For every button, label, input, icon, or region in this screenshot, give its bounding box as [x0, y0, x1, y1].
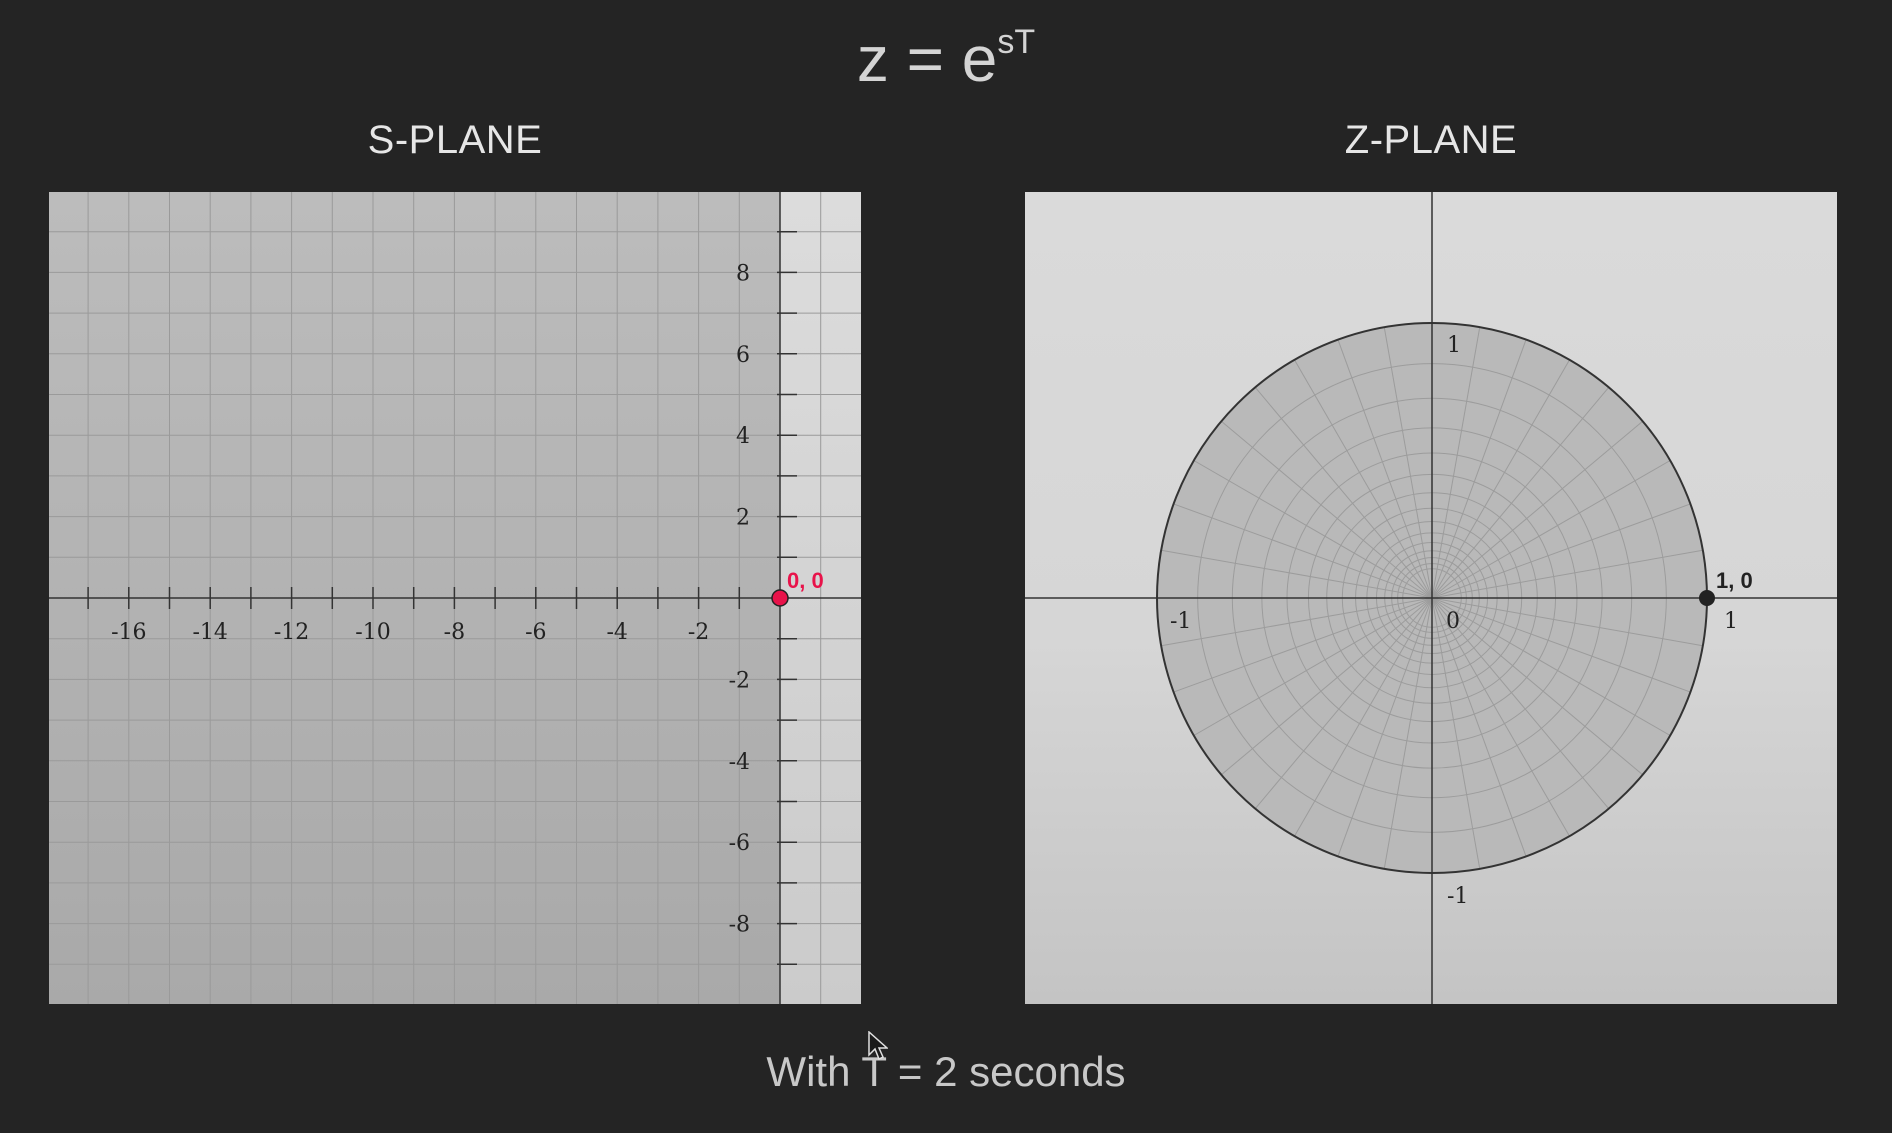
z-radial-line: [1431, 597, 1570, 837]
s-plane-title: S-PLANE: [367, 118, 543, 162]
z-radial-line: [1173, 597, 1433, 693]
s-plane-pole-marker[interactable]: [771, 589, 789, 607]
s-x-tick-label: -6: [525, 620, 546, 645]
z-radial-line: [1431, 420, 1643, 599]
formula-title: z = esT: [0, 22, 1892, 96]
z-radial-line: [1431, 339, 1527, 599]
z-plane-pole-marker[interactable]: [1699, 590, 1715, 606]
z-radial-line: [1254, 387, 1433, 599]
s-x-tick-labels: -16 -14 -12 -10 -8 -6 -4 -2: [111, 620, 709, 645]
s-y-tick-label: -8: [729, 913, 750, 938]
z-radial-line: [1431, 597, 1691, 693]
z-radial-line: [1254, 597, 1433, 809]
s-x-tick-label: -2: [688, 620, 709, 645]
z-radial-line: [1431, 597, 1610, 809]
z-radial-line: [1337, 339, 1433, 599]
z-radial-line: [1431, 359, 1570, 599]
formula-exponent: sT: [997, 22, 1036, 61]
z-label-bottom: -1: [1447, 884, 1468, 909]
z-radial-line: [1431, 460, 1671, 599]
s-x-tick-label: -8: [444, 620, 465, 645]
z-label-left: -1: [1170, 609, 1191, 634]
z-point-label: 1, 0: [1716, 568, 1753, 593]
z-label-top: 1: [1447, 333, 1461, 358]
z-radial-line: [1161, 549, 1433, 599]
s-y-tick-label: 2: [736, 506, 750, 531]
z-radial-line: [1431, 503, 1691, 599]
z-radial-line: [1294, 597, 1433, 837]
z-radial-line: [1431, 597, 1643, 776]
z-label-right: 1: [1724, 609, 1738, 634]
s-x-tick-label: -4: [606, 620, 627, 645]
z-radial-line: [1193, 597, 1433, 736]
z-radial-line: [1431, 597, 1481, 869]
s-y-tick-label: -4: [729, 750, 750, 775]
s-x-tick-label: -14: [192, 620, 227, 645]
s-y-tick-label: -6: [729, 831, 750, 856]
s-x-tick-label: -10: [355, 620, 390, 645]
z-plane-title: Z-PLANE: [1344, 118, 1518, 162]
s-axis-ticks: [87, 230, 797, 966]
s-x-tick-label: -12: [274, 620, 309, 645]
z-radial-line: [1431, 597, 1671, 736]
z-radial-line: [1431, 597, 1703, 647]
z-plane-canvas[interactable]: 1 -1 -1 1 0 1, 0: [1025, 192, 1837, 1004]
s-plane[interactable]: -16 -14 -12 -10 -8 -6 -4 -2 8 6 4 2 -2 -4 -6 -8 0, 0: [49, 192, 861, 1004]
z-label-origin: 0: [1446, 609, 1460, 634]
z-radial-line: [1383, 597, 1433, 869]
z-radial-line: [1383, 327, 1433, 599]
s-y-tick-label: 4: [736, 424, 750, 449]
z-radial-line: [1337, 597, 1433, 857]
s-y-tick-label: -2: [729, 668, 750, 693]
z-radial-line: [1431, 597, 1527, 857]
s-y-tick-label: 8: [736, 261, 750, 286]
z-radial-line: [1221, 597, 1433, 776]
s-x-tick-label: -16: [111, 620, 146, 645]
z-radial-line: [1431, 387, 1610, 599]
z-radial-line: [1431, 549, 1703, 599]
z-radial-line: [1193, 460, 1433, 599]
z-plane[interactable]: 1 -1 -1 1 0 1, 0: [1025, 192, 1837, 1004]
s-point-label: 0, 0: [787, 568, 824, 593]
caption: With T = 2 seconds: [766, 1048, 1126, 1095]
s-plane-canvas[interactable]: -16 -14 -12 -10 -8 -6 -4 -2 8 6 4 2 -2 -4 -6 -8 0, 0: [49, 192, 861, 1004]
s-y-tick-label: 6: [736, 343, 750, 368]
z-radial-line: [1294, 359, 1433, 599]
s-y-tick-labels: 8 6 4 2 -2 -4 -6 -8: [729, 261, 750, 937]
z-radial-line: [1431, 327, 1481, 599]
z-radial-line: [1161, 597, 1433, 647]
formula-base: z = e: [856, 23, 998, 95]
z-radial-line: [1221, 420, 1433, 599]
mouse-cursor-icon: [868, 1031, 888, 1061]
z-radial-line: [1173, 503, 1433, 599]
